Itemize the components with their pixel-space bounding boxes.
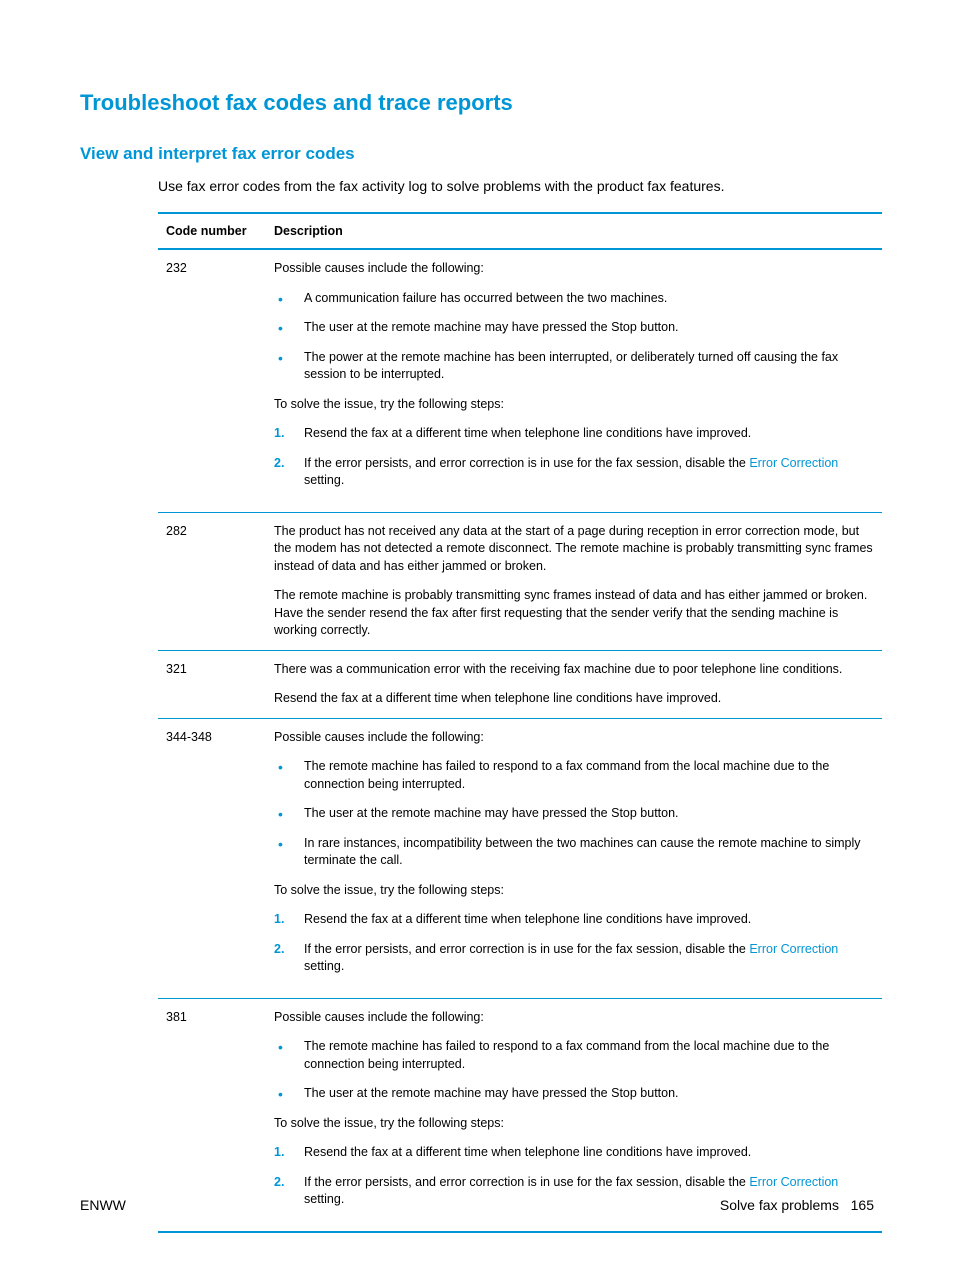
solve-intro: To solve the issue, try the following st… (274, 882, 874, 900)
error-correction-link[interactable]: Error Correction (749, 942, 838, 956)
table-row: 232 Possible causes include the followin… (158, 249, 882, 512)
list-item: In rare instances, incompatibility betwe… (274, 835, 874, 870)
step-prefix: If the error persists, and error correct… (304, 942, 749, 956)
table-row: 321 There was a communication error with… (158, 650, 882, 718)
desc-cell: The product has not received any data at… (266, 512, 882, 650)
code-cell: 321 (158, 650, 266, 718)
code-cell: 232 (158, 249, 266, 512)
causes-list: The remote machine has failed to respond… (274, 758, 874, 870)
section-title: View and interpret fax error codes (80, 144, 874, 164)
error-codes-table: Code number Description 232 Possible cau… (158, 212, 882, 1233)
footer-section: Solve fax problems (720, 1197, 839, 1213)
list-item: The user at the remote machine may have … (274, 1085, 874, 1103)
steps-list: Resend the fax at a different time when … (274, 425, 874, 490)
list-item: The user at the remote machine may have … (274, 805, 874, 823)
desc-para: The remote machine is probably transmitt… (274, 587, 874, 640)
desc-para: Resend the fax at a different time when … (274, 690, 874, 708)
solve-intro: To solve the issue, try the following st… (274, 396, 874, 414)
footer-left: ENWW (80, 1197, 126, 1213)
desc-cell: There was a communication error with the… (266, 650, 882, 718)
table-row: 282 The product has not received any dat… (158, 512, 882, 650)
th-desc: Description (266, 213, 882, 249)
th-code: Code number (158, 213, 266, 249)
error-correction-link[interactable]: Error Correction (749, 1175, 838, 1189)
list-item: A communication failure has occurred bet… (274, 290, 874, 308)
causes-list: The remote machine has failed to respond… (274, 1038, 874, 1103)
steps-list: Resend the fax at a different time when … (274, 911, 874, 976)
desc-cell: Possible causes include the following: T… (266, 718, 882, 998)
causes-intro: Possible causes include the following: (274, 260, 874, 278)
list-item: If the error persists, and error correct… (274, 455, 874, 490)
page: Troubleshoot fax codes and trace reports… (0, 0, 954, 1273)
step-suffix: setting. (304, 473, 344, 487)
desc-para: There was a communication error with the… (274, 661, 874, 679)
causes-list: A communication failure has occurred bet… (274, 290, 874, 384)
list-item: Resend the fax at a different time when … (274, 1144, 874, 1162)
step-suffix: setting. (304, 959, 344, 973)
causes-intro: Possible causes include the following: (274, 1009, 874, 1027)
causes-intro: Possible causes include the following: (274, 729, 874, 747)
page-title: Troubleshoot fax codes and trace reports (80, 90, 874, 116)
footer-right: Solve fax problems 165 (720, 1197, 874, 1213)
footer-page-number: 165 (851, 1197, 874, 1213)
intro-paragraph: Use fax error codes from the fax activit… (158, 178, 874, 194)
table-header-row: Code number Description (158, 213, 882, 249)
list-item: The user at the remote machine may have … (274, 319, 874, 337)
page-footer: ENWW Solve fax problems 165 (80, 1197, 874, 1213)
code-cell: 344-348 (158, 718, 266, 998)
step-prefix: If the error persists, and error correct… (304, 456, 749, 470)
list-item: The remote machine has failed to respond… (274, 1038, 874, 1073)
step-prefix: If the error persists, and error correct… (304, 1175, 749, 1189)
list-item: If the error persists, and error correct… (274, 941, 874, 976)
list-item: The remote machine has failed to respond… (274, 758, 874, 793)
desc-para: The product has not received any data at… (274, 523, 874, 576)
list-item: Resend the fax at a different time when … (274, 425, 874, 443)
error-correction-link[interactable]: Error Correction (749, 456, 838, 470)
code-cell: 282 (158, 512, 266, 650)
list-item: The power at the remote machine has been… (274, 349, 874, 384)
list-item: Resend the fax at a different time when … (274, 911, 874, 929)
solve-intro: To solve the issue, try the following st… (274, 1115, 874, 1133)
table-row: 344-348 Possible causes include the foll… (158, 718, 882, 998)
desc-cell: Possible causes include the following: A… (266, 249, 882, 512)
